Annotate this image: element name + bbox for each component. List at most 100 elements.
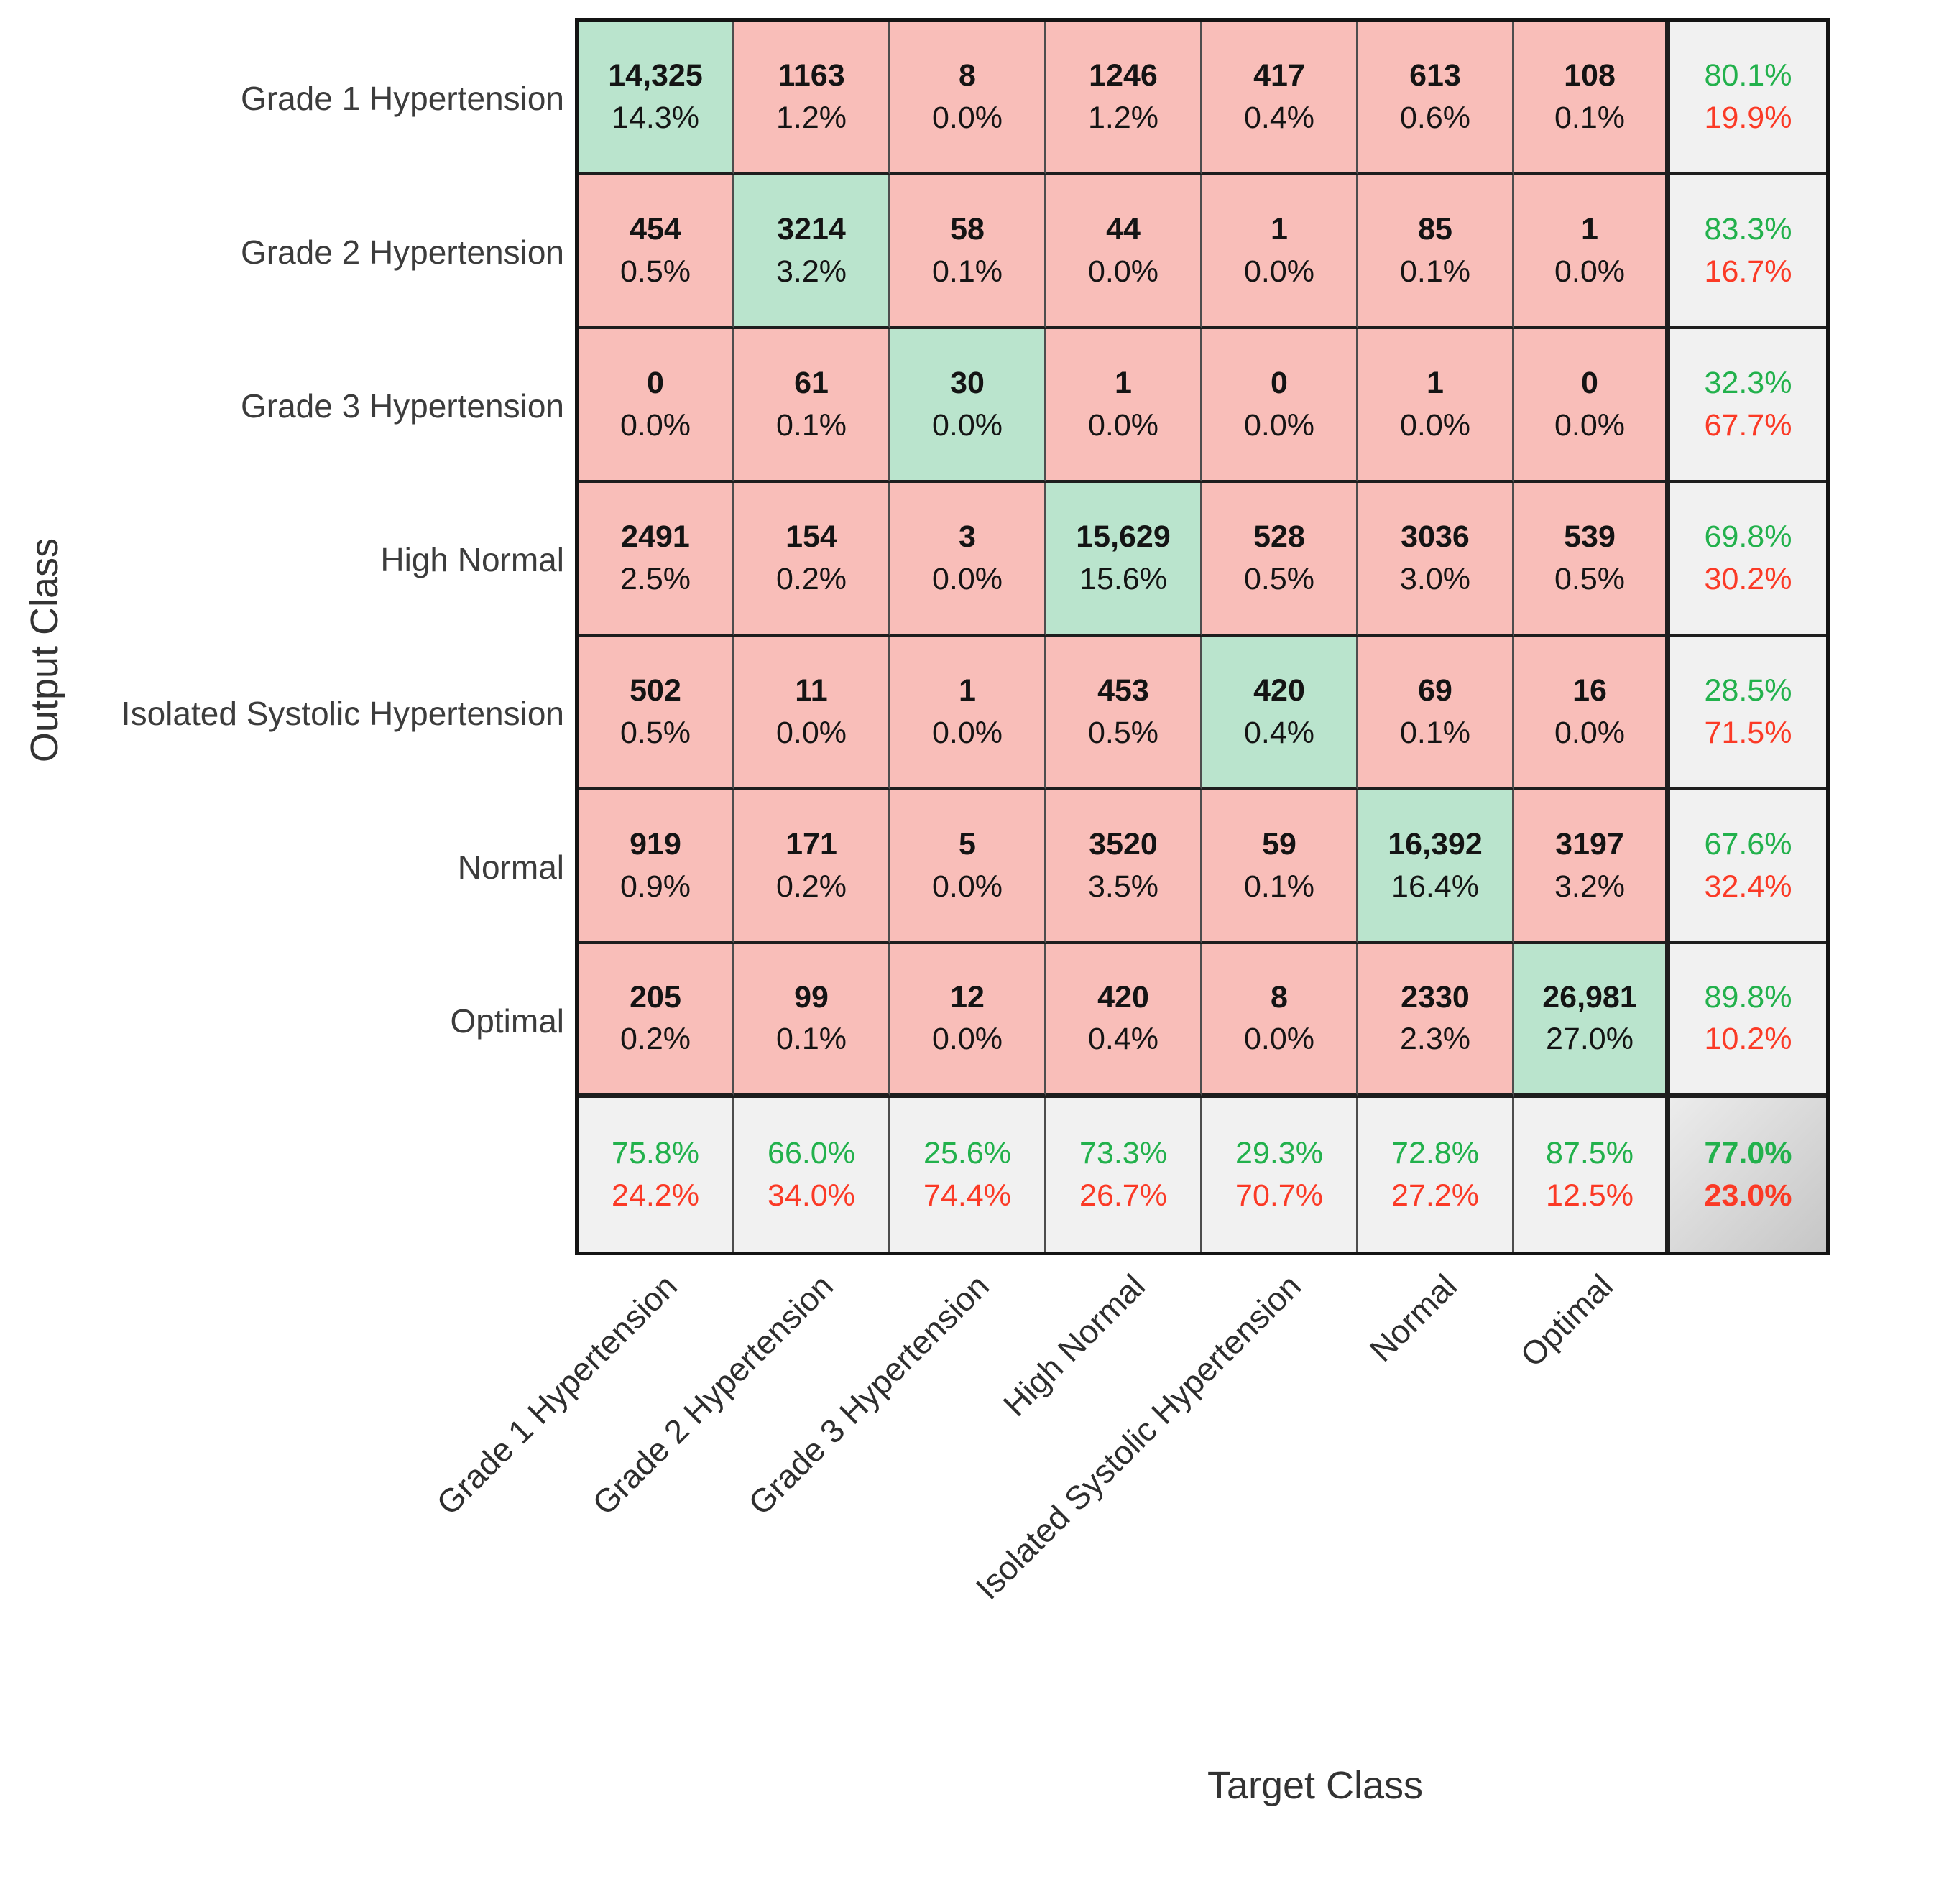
row-summary-bad-percent: 19.9% [1705, 102, 1792, 134]
cell-percent: 16.4% [1391, 871, 1479, 903]
cell-percent: 14.3% [612, 102, 699, 134]
row-summary-cell-r6: 67.6%32.4% [1670, 790, 1826, 944]
cell-count: 11 [795, 675, 827, 707]
cell-count: 171 [785, 828, 837, 861]
cell-percent: 0.0% [1244, 410, 1314, 442]
cell-count: 108 [1564, 60, 1616, 92]
cell-percent: 0.0% [1554, 410, 1625, 442]
cell-percent: 27.0% [1546, 1023, 1634, 1055]
row-summary-good-percent: 28.5% [1705, 675, 1792, 707]
cell-count: 3 [959, 521, 976, 553]
cell-percent: 0.2% [776, 871, 847, 903]
column-summary-good-percent: 66.0% [768, 1137, 855, 1170]
cell-count: 12 [950, 981, 985, 1014]
cell-percent: 1.2% [776, 102, 847, 134]
cell-count: 8 [959, 60, 976, 92]
matrix-cell-r5-c6: 69 0.1% [1358, 637, 1514, 790]
row-summary-good-percent: 67.6% [1705, 828, 1792, 861]
matrix-cell-r3-c5: 0 0.0% [1202, 329, 1358, 483]
column-summary-cell-c2: 66.0% 34.0% [734, 1098, 890, 1252]
cell-count: 420 [1253, 675, 1305, 707]
row-summary-cell-r4: 69.8%30.2% [1670, 483, 1826, 637]
cell-percent: 0.0% [776, 717, 847, 749]
cell-percent: 0.9% [620, 871, 691, 903]
cell-count: 613 [1409, 60, 1461, 92]
total-error-percent: 23.0% [1705, 1180, 1792, 1212]
cell-count: 3197 [1555, 828, 1624, 861]
cell-count: 69 [1418, 675, 1452, 707]
cell-count: 58 [950, 213, 985, 246]
row-summary-cell-r5: 28.5% 71.5% [1670, 637, 1826, 790]
cell-percent: 0.0% [932, 871, 1003, 903]
matrix-cell-r7-c2: 99 0.1% [734, 944, 890, 1098]
matrix-cell-r6-c1: 919 0.9% [579, 790, 734, 944]
cell-count: 59 [1262, 828, 1296, 861]
cell-percent: 2.3% [1400, 1023, 1470, 1055]
row-summary-cell-r2: 83.3%16.7% [1670, 175, 1826, 329]
matrix-cell-r6-c5: 59 0.1% [1202, 790, 1358, 944]
column-summary-bad-percent: 34.0% [768, 1180, 855, 1212]
cell-count: 15,629 [1076, 521, 1171, 553]
row-summary-bad-percent: 16.7% [1705, 256, 1792, 288]
row-summary-cell-r7: 89.8%10.2% [1670, 944, 1826, 1098]
cell-count: 420 [1097, 981, 1149, 1014]
cell-percent: 0.1% [776, 1023, 847, 1055]
row-label-5: Isolated Systolic Hypertension [0, 692, 564, 735]
cell-percent: 0.1% [1554, 102, 1625, 134]
column-summary-cell-c7: 87.5%12.5% [1514, 1098, 1670, 1252]
cell-percent: 0.0% [1244, 1023, 1314, 1055]
cell-percent: 3.5% [1088, 871, 1158, 903]
cell-count: 85 [1418, 213, 1452, 246]
cell-percent: 0.6% [1400, 102, 1470, 134]
row-summary-bad-percent: 71.5% [1705, 717, 1792, 749]
row-label-6: Normal [0, 846, 564, 889]
matrix-cell-r4-c1: 2491 2.5% [579, 483, 734, 637]
cell-count: 26,981 [1542, 981, 1637, 1014]
cell-count: 539 [1564, 521, 1616, 553]
cell-percent: 1.2% [1088, 102, 1158, 134]
row-summary-good-percent: 69.8% [1705, 521, 1792, 553]
cell-count: 919 [630, 828, 681, 861]
cell-count: 99 [794, 981, 829, 1014]
cell-percent: 0.1% [1244, 871, 1314, 903]
row-summary-bad-percent: 67.7% [1705, 410, 1792, 442]
cell-percent: 2.5% [620, 563, 691, 596]
cell-count: 417 [1253, 60, 1305, 92]
cell-percent: 0.2% [620, 1023, 691, 1055]
total-accuracy-cell: 77.0%23.0% [1670, 1098, 1826, 1252]
row-label-1: Grade 1 Hypertension [0, 77, 564, 120]
column-summary-good-percent: 75.8% [612, 1137, 699, 1170]
cell-percent: 3.2% [1554, 871, 1625, 903]
cell-percent: 3.0% [1400, 563, 1470, 596]
cell-percent: 0.1% [1400, 717, 1470, 749]
cell-count: 8 [1271, 981, 1288, 1014]
cell-count: 3520 [1089, 828, 1158, 861]
cell-percent: 0.5% [1088, 717, 1158, 749]
column-summary-cell-c4: 73.3%26.7% [1046, 1098, 1202, 1252]
cell-percent: 0.5% [1554, 563, 1625, 596]
cell-count: 0 [647, 367, 664, 399]
column-summary-cell-c5: 29.3%70.7% [1202, 1098, 1358, 1252]
cell-count: 1163 [778, 60, 844, 92]
column-summary-good-percent: 72.8% [1391, 1137, 1479, 1170]
cell-count: 2330 [1401, 981, 1470, 1014]
cell-count: 0 [1271, 367, 1288, 399]
column-summary-good-percent: 87.5% [1546, 1137, 1634, 1170]
matrix-cell-r1-c7: 108 0.1% [1514, 22, 1670, 175]
x-axis-title: Target Class [1207, 1763, 1423, 1808]
cell-count: 2491 [621, 521, 690, 553]
